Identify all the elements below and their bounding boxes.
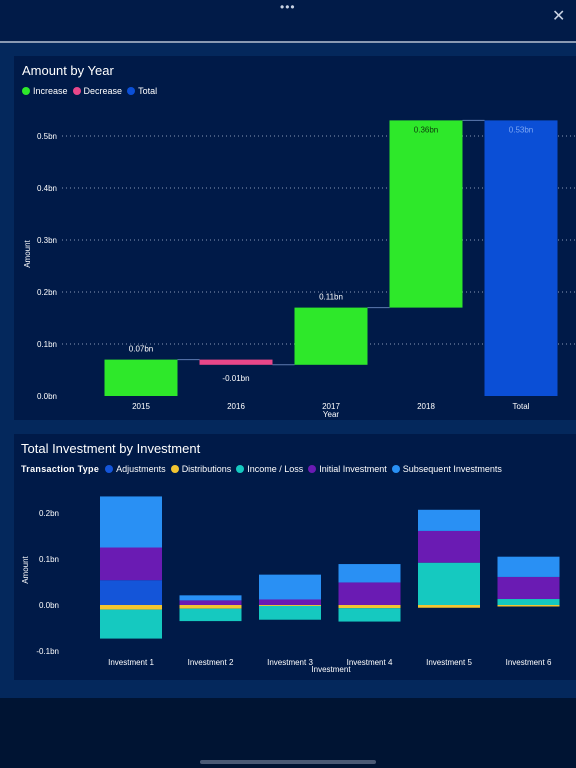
stacked-legend-item[interactable]: Income / Loss [236,464,303,474]
legend-dot-icon [22,87,30,95]
bottom-area [0,698,576,768]
legend-label: Subsequent Investments [402,464,502,474]
stacked-visual[interactable]: Total Investment by Investment Transacti… [14,434,576,680]
home-indicator[interactable] [200,760,376,764]
legend-dot-icon [308,465,317,473]
stacked-legend-item[interactable]: Subsequent Investments [391,464,502,474]
legend-dot-icon [236,465,245,473]
close-icon[interactable]: ✕ [552,8,566,25]
legend-title: Transaction Type [21,464,100,474]
top-bar: ••• ✕ [0,0,576,41]
legend-dot-icon [72,87,81,95]
header-divider [0,41,576,43]
legend-dot-icon [391,465,400,473]
legend-dot-icon [170,465,179,473]
stacked-legend-item[interactable]: Initial Investment [308,464,387,474]
waterfall-legend-item[interactable]: Decrease [72,86,123,96]
more-icon[interactable]: ••• [280,0,296,14]
legend-dot-icon [127,87,136,95]
legend-label: Total [138,86,158,96]
legend-label: Income / Loss [247,464,304,474]
legend-label: Decrease [83,86,123,96]
waterfall-legend-item[interactable]: Increase [22,86,68,96]
stacked-legend: Transaction Type Adjustments Distribution… [21,464,507,474]
stacked-title: Total Investment by Investment [21,441,201,456]
waterfall-title: Amount by Year [22,63,114,78]
legend-label: Increase [33,86,68,96]
waterfall-legend-item[interactable]: Total [127,86,157,96]
stacked-legend-item[interactable]: Adjustments [105,464,166,474]
legend-label: Initial Investment [319,464,387,474]
stacked-legend-item[interactable]: Distributions [170,464,232,474]
waterfall-visual[interactable]: Amount by Year Increase Decrease Total [14,56,576,420]
legend-label: Adjustments [116,464,166,474]
waterfall-legend: Increase Decrease Total [22,86,162,96]
legend-dot-icon [105,465,114,473]
legend-label: Distributions [181,464,232,474]
